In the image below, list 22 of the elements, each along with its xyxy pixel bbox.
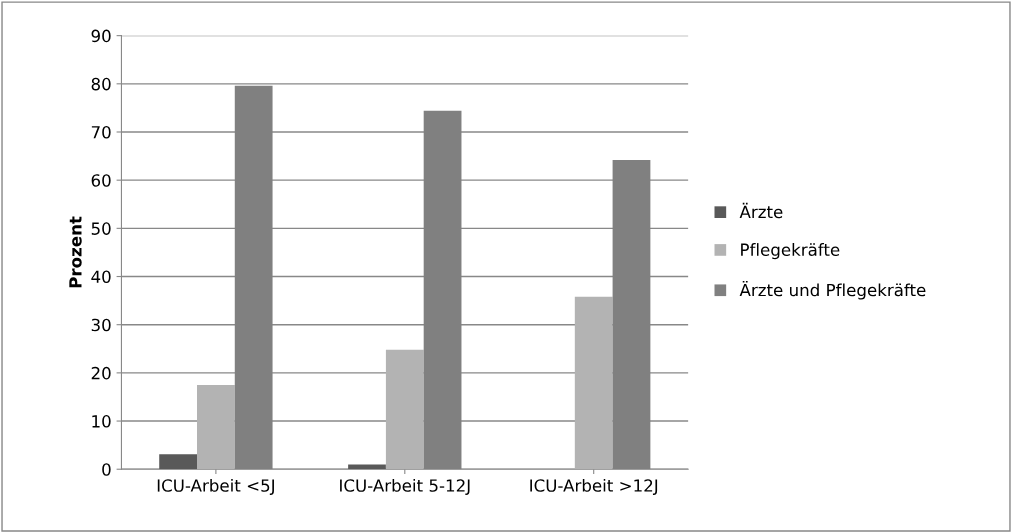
y-tick-label: 0	[102, 463, 111, 476]
y-tick-label: 30	[91, 318, 111, 332]
y-tick-label: 50	[91, 222, 111, 235]
bar	[385, 349, 424, 470]
bar	[348, 464, 386, 470]
bar	[159, 454, 197, 470]
y-tick-label: 40	[91, 270, 111, 284]
bar	[197, 384, 235, 470]
x-tick-label: ICU-Arbeit >12J	[530, 478, 658, 495]
bar	[574, 296, 613, 470]
x-tick-label: ICU-Arbeit <5J	[157, 478, 274, 495]
y-axis-title: Prozent	[69, 216, 82, 288]
y-tick-label: 10	[92, 415, 111, 428]
legend-label: Ärzte und Pflegekräfte	[739, 280, 926, 300]
y-tick-label: 80	[91, 77, 111, 91]
y-tick-label: 60	[91, 174, 111, 187]
y-tick-label: 20	[91, 366, 111, 380]
x-tick-label: ICU-Arbeit 5-12J	[340, 478, 470, 495]
legend-label: Pflegekräfte	[741, 243, 840, 260]
y-tick-label: 70	[91, 125, 111, 139]
legend-label: Ärzte	[739, 202, 783, 219]
y-tick-label: 90	[91, 29, 111, 43]
